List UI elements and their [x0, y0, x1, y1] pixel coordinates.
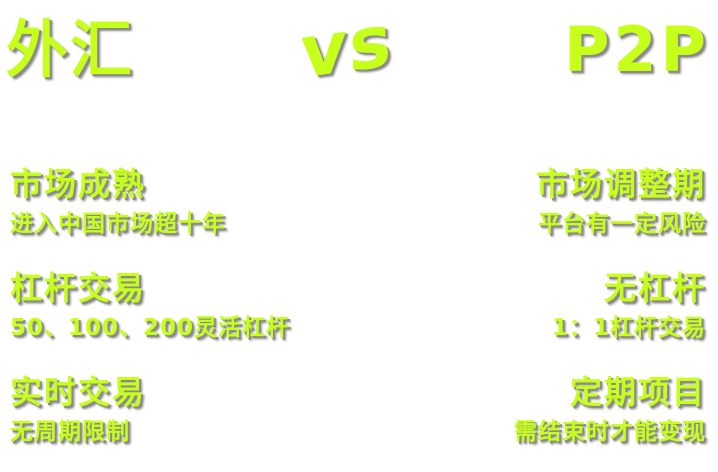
feature-heading: 杠杆交易: [10, 269, 147, 307]
feature-item: 市场调整期 平台有一定风险: [366, 160, 706, 264]
feature-heading: 市场调整期: [535, 165, 706, 203]
title-p2p: P2P: [563, 13, 710, 86]
feature-desc: 平台有一定风险: [538, 211, 706, 237]
feature-heading: 定期项目: [569, 373, 706, 411]
p2p-features: 市场调整期 平台有一定风险 无杠杆 1：1杠杆交易 定期项目 需结束时才能变现: [366, 160, 706, 472]
feature-heading: 无杠杆: [603, 269, 706, 307]
feature-desc: 需结束时才能变现: [514, 419, 706, 445]
feature-item: 市场成熟 进入中国市场超十年: [10, 160, 350, 264]
title-forex: 外汇: [6, 13, 135, 86]
title-versus: vs: [300, 0, 394, 95]
feature-heading: 市场成熟: [10, 165, 147, 203]
feature-desc: 50、100、200灵活杠杆: [10, 315, 291, 341]
feature-desc: 进入中国市场超十年: [10, 211, 226, 237]
feature-heading: 实时交易: [10, 373, 147, 411]
feature-desc: 1：1杠杆交易: [551, 315, 706, 341]
feature-item: 无杠杆 1：1杠杆交易: [366, 264, 706, 368]
forex-features: 市场成熟 进入中国市场超十年 杠杆交易 50、100、200灵活杠杆 实时交易 …: [10, 160, 350, 472]
feature-item: 杠杆交易 50、100、200灵活杠杆: [10, 264, 350, 368]
feature-item: 实时交易 无周期限制: [10, 368, 350, 472]
feature-desc: 无周期限制: [10, 419, 130, 445]
feature-item: 定期项目 需结束时才能变现: [366, 368, 706, 472]
